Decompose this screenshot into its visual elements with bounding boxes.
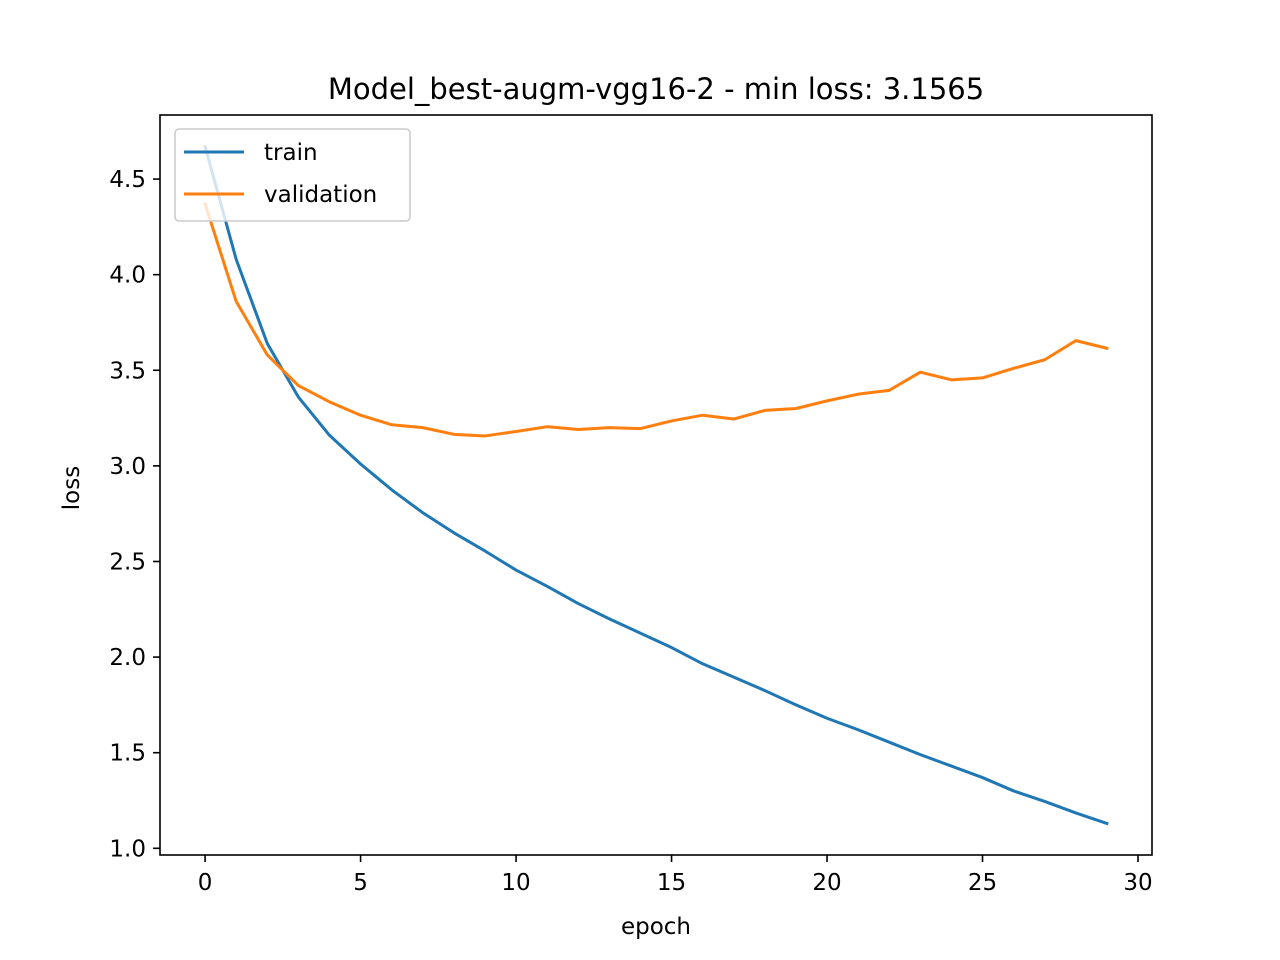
x-tick-label: 30 — [1123, 870, 1152, 896]
x-tick-label: 20 — [812, 870, 841, 896]
plot-area — [203, 144, 1109, 826]
y-tick-label: 3.0 — [109, 454, 146, 480]
chart-title: Model_best-augm-vgg16-2 - min loss: 3.15… — [328, 72, 984, 106]
x-axis-label: epoch — [621, 914, 691, 940]
axes-frame — [159, 114, 1153, 856]
y-tick-label: 4.0 — [109, 263, 146, 289]
y-tick-label: 2.0 — [109, 645, 146, 671]
y-tick-label: 2.5 — [109, 549, 146, 575]
series-line-validation — [203, 202, 1109, 438]
y-tick-label: 3.5 — [109, 358, 146, 384]
y-axis: 1.0 1.5 2.0 2.5 3.0 3.5 4.0 4.5 — [109, 167, 160, 862]
x-axis: 0 5 10 15 20 25 30 — [198, 855, 1153, 896]
x-tick-label: 5 — [353, 870, 368, 896]
y-tick-label: 4.5 — [109, 167, 146, 193]
x-tick-label: 15 — [657, 870, 686, 896]
legend: train validation — [174, 128, 411, 222]
x-tick-label: 0 — [198, 870, 213, 896]
y-tick-label: 1.0 — [109, 836, 146, 862]
x-tick-label: 10 — [501, 870, 530, 896]
y-axis-label: loss — [59, 466, 85, 510]
x-tick-label: 25 — [968, 870, 997, 896]
y-tick-label: 1.5 — [109, 741, 146, 767]
series-line-train — [203, 144, 1109, 826]
legend-label-validation: validation — [264, 182, 377, 208]
legend-label-train: train — [264, 140, 318, 166]
